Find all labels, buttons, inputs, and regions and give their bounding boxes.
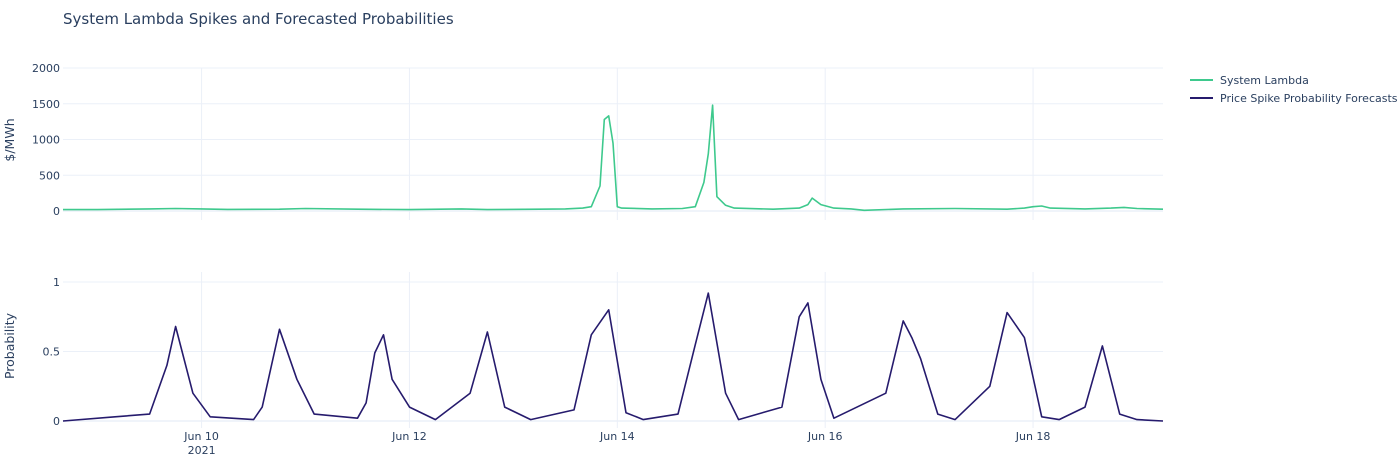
legend-item[interactable]: Price Spike Probability Forecasts xyxy=(1190,92,1398,105)
y-tick-label: 2000 xyxy=(32,62,60,75)
y-axis-title: Probability xyxy=(2,312,17,379)
legend-item[interactable]: System Lambda xyxy=(1190,74,1309,87)
y-tick-label: 0 xyxy=(53,205,60,218)
y-tick-label: 500 xyxy=(39,169,60,182)
plot-area: 0 500 1000 1500 2000 $/MWh 0 0.5 1 Probability Jun… xyxy=(2,62,1164,457)
series-line xyxy=(63,104,1164,212)
x-tick-sublabel: 2021 xyxy=(188,444,216,457)
subplot-1: 0 500 1000 1500 2000 $/MWh xyxy=(2,62,1164,220)
x-tick-label: Jun 12 xyxy=(391,430,427,443)
y-tick-label: 0.5 xyxy=(43,346,61,359)
subplot-2: 0 0.5 1 Probability xyxy=(2,272,1164,428)
y-tick-label: 1 xyxy=(53,276,60,289)
chart-title: System Lambda Spikes and Forecasted Prob… xyxy=(63,10,454,28)
legend-label: Price Spike Probability Forecasts xyxy=(1220,92,1398,105)
x-tick-label: Jun 14 xyxy=(599,430,635,443)
legend[interactable]: System Lambda Price Spike Probability For… xyxy=(1190,74,1398,105)
x-tick-label: Jun 16 xyxy=(807,430,843,443)
y-tick-label: 1000 xyxy=(32,134,60,147)
legend-label: System Lambda xyxy=(1220,74,1309,87)
x-tick-label: Jun 10 xyxy=(183,430,219,443)
y-axis-title: $/MWh xyxy=(2,118,17,161)
y-tick-label: 0 xyxy=(53,415,60,428)
series-line xyxy=(62,292,1164,422)
y-tick-label: 1500 xyxy=(32,98,60,111)
x-tick-label: Jun 18 xyxy=(1015,430,1051,443)
